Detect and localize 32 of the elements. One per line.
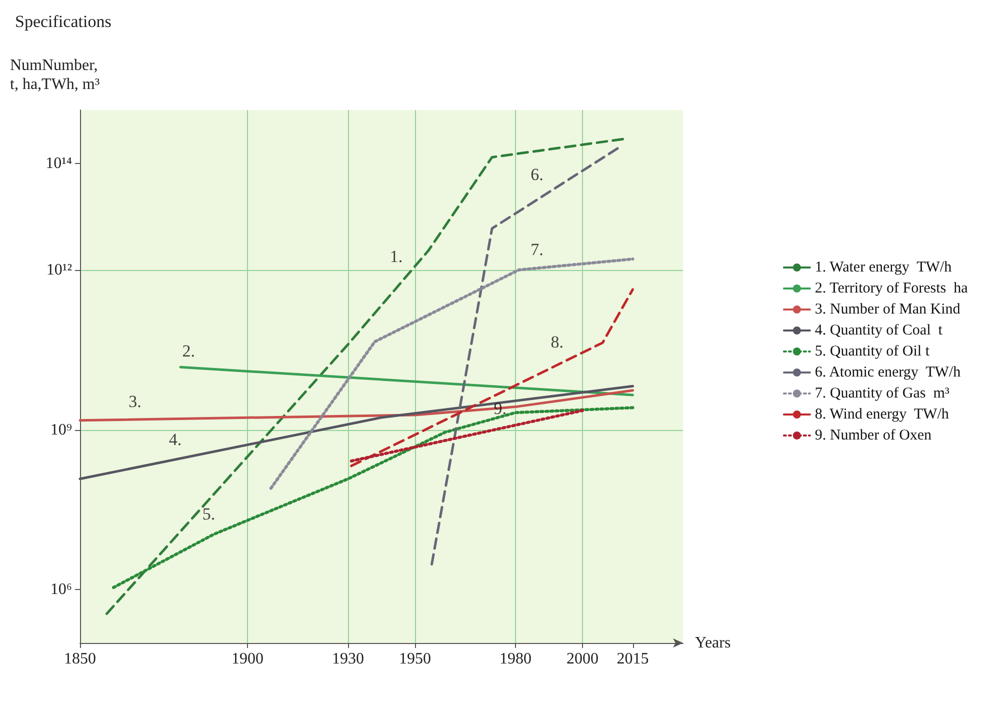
y-tick-label: 10¹² bbox=[46, 261, 72, 278]
x-axis-title: Years bbox=[695, 634, 731, 652]
annotation: 2. bbox=[182, 342, 195, 361]
x-tick-label: 2015 bbox=[616, 650, 649, 668]
legend-label: 5. Quantity of Oil t bbox=[814, 344, 930, 360]
x-tick-label: 1980 bbox=[500, 650, 532, 668]
annotation: 1. bbox=[390, 246, 403, 266]
x-tick-label: 1850 bbox=[64, 650, 96, 668]
annotation: 4. bbox=[168, 430, 182, 449]
y-tick-label: 10⁶ bbox=[50, 581, 72, 598]
legend-label: 8. Wind energy TW/h bbox=[814, 406, 950, 422]
annotation: 8. bbox=[550, 332, 564, 352]
legend-label: 3. Number of Man Kind bbox=[814, 302, 961, 318]
line-series bbox=[78, 389, 634, 422]
annotation: 3. bbox=[128, 392, 142, 411]
legend-label: 7. Quantity of Gas m³ bbox=[814, 386, 950, 402]
legend-label: 2. Territory of Forests ha bbox=[814, 280, 968, 296]
y-tick-label: 10⁹ bbox=[50, 421, 72, 438]
legend-label: 9. Number of Oxen bbox=[814, 428, 932, 444]
x-tick-label: 2000 bbox=[566, 650, 598, 668]
x-tick-label: 1900 bbox=[232, 650, 264, 668]
legend-label: 4. Quantity of Coal t bbox=[814, 322, 944, 338]
x-tick-label: 1950 bbox=[399, 650, 431, 668]
legend-label: 1. Water energy TW/h bbox=[814, 260, 952, 276]
chart-title: Specifications bbox=[15, 12, 112, 31]
annotation: 5. bbox=[202, 504, 216, 524]
legend-label: 6. Atomic energy TW/h bbox=[814, 364, 962, 380]
y-axis-title: NumNumber, t, ha,TWh, m³ bbox=[10, 57, 100, 93]
annotation: 6. bbox=[530, 164, 544, 184]
y-tick-label: 10¹⁴ bbox=[46, 154, 72, 172]
x-tick-label: 1930 bbox=[332, 650, 364, 668]
annotation: 7. bbox=[530, 240, 544, 260]
